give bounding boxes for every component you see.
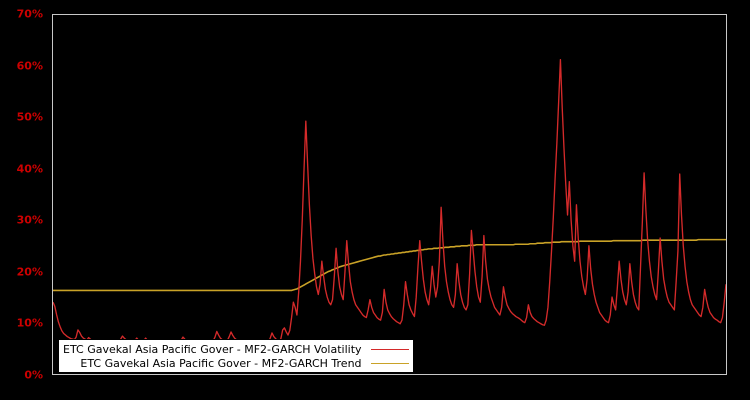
y-axis-tick-40: 40% xyxy=(16,162,43,176)
y-axis-tick-10: 10% xyxy=(16,316,43,330)
legend-swatch-volatility xyxy=(370,348,409,350)
legend-item-trend[interactable]: ETC Gavekal Asia Pacific Gover - MF2-GAR… xyxy=(63,356,409,370)
legend-label-volatility: ETC Gavekal Asia Pacific Gover - MF2-GAR… xyxy=(63,342,362,356)
legend[interactable]: ETC Gavekal Asia Pacific Gover - MF2-GAR… xyxy=(58,339,414,373)
y-axis-tick-30: 30% xyxy=(16,213,43,227)
legend-item-volatility[interactable]: ETC Gavekal Asia Pacific Gover - MF2-GAR… xyxy=(63,342,409,356)
y-axis-tick-60: 60% xyxy=(16,59,43,73)
y-axis-tick-70: 70% xyxy=(16,7,43,21)
y-axis-labels: 0% 10% 20% 30% 40% 50% 60% 70% xyxy=(0,0,48,400)
legend-label-trend: ETC Gavekal Asia Pacific Gover - MF2-GAR… xyxy=(80,356,362,370)
y-axis-tick-50: 50% xyxy=(16,110,43,124)
y-axis-tick-0: 0% xyxy=(24,368,43,382)
trend-line xyxy=(53,238,726,292)
legend-swatch-trend xyxy=(370,362,409,364)
volatility-line xyxy=(53,58,726,345)
series-svg xyxy=(53,58,726,345)
y-axis-tick-20: 20% xyxy=(16,265,43,279)
plot-area: ETC Gavekal Asia Pacific Gover - MF2-GAR… xyxy=(52,14,727,375)
